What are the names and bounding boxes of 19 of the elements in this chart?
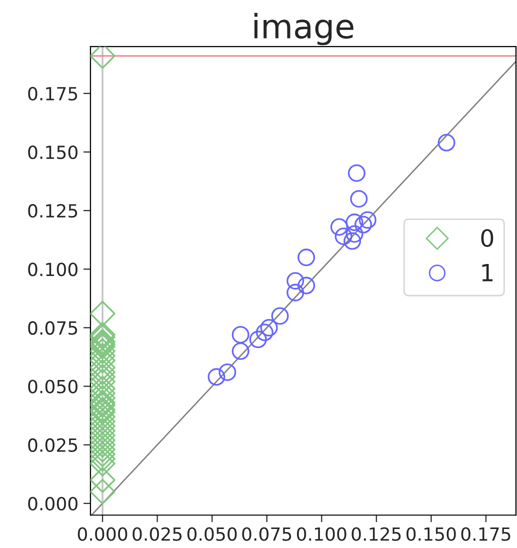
x-tick-label: 0.075: [242, 527, 292, 541]
y-tick-label: 0.000: [28, 496, 78, 511]
x-tick-label: 0.000: [78, 527, 128, 541]
legend-label: 1: [482, 264, 493, 282]
y-tick-label: 0.075: [28, 321, 78, 335]
y-tick-label: 0.050: [28, 380, 78, 394]
legend-label: 0: [481, 229, 494, 247]
x-tick-label: 0.100: [296, 527, 346, 541]
y-tick-label: 0.150: [28, 145, 78, 160]
x-tick-label: 0.025: [132, 527, 182, 541]
y-tick-label: 0.125: [28, 204, 78, 218]
y-tick-label: 0.175: [28, 86, 78, 101]
y-tick-label: 0.100: [28, 262, 78, 276]
y-tick-label: 0.025: [28, 438, 78, 452]
x-tick-label: 0.150: [406, 527, 456, 541]
x-tick-label: 0.175: [461, 527, 510, 541]
chart-title: image: [254, 12, 354, 46]
x-tick-label: 0.050: [187, 527, 237, 541]
x-tick-label: 0.125: [352, 527, 401, 541]
